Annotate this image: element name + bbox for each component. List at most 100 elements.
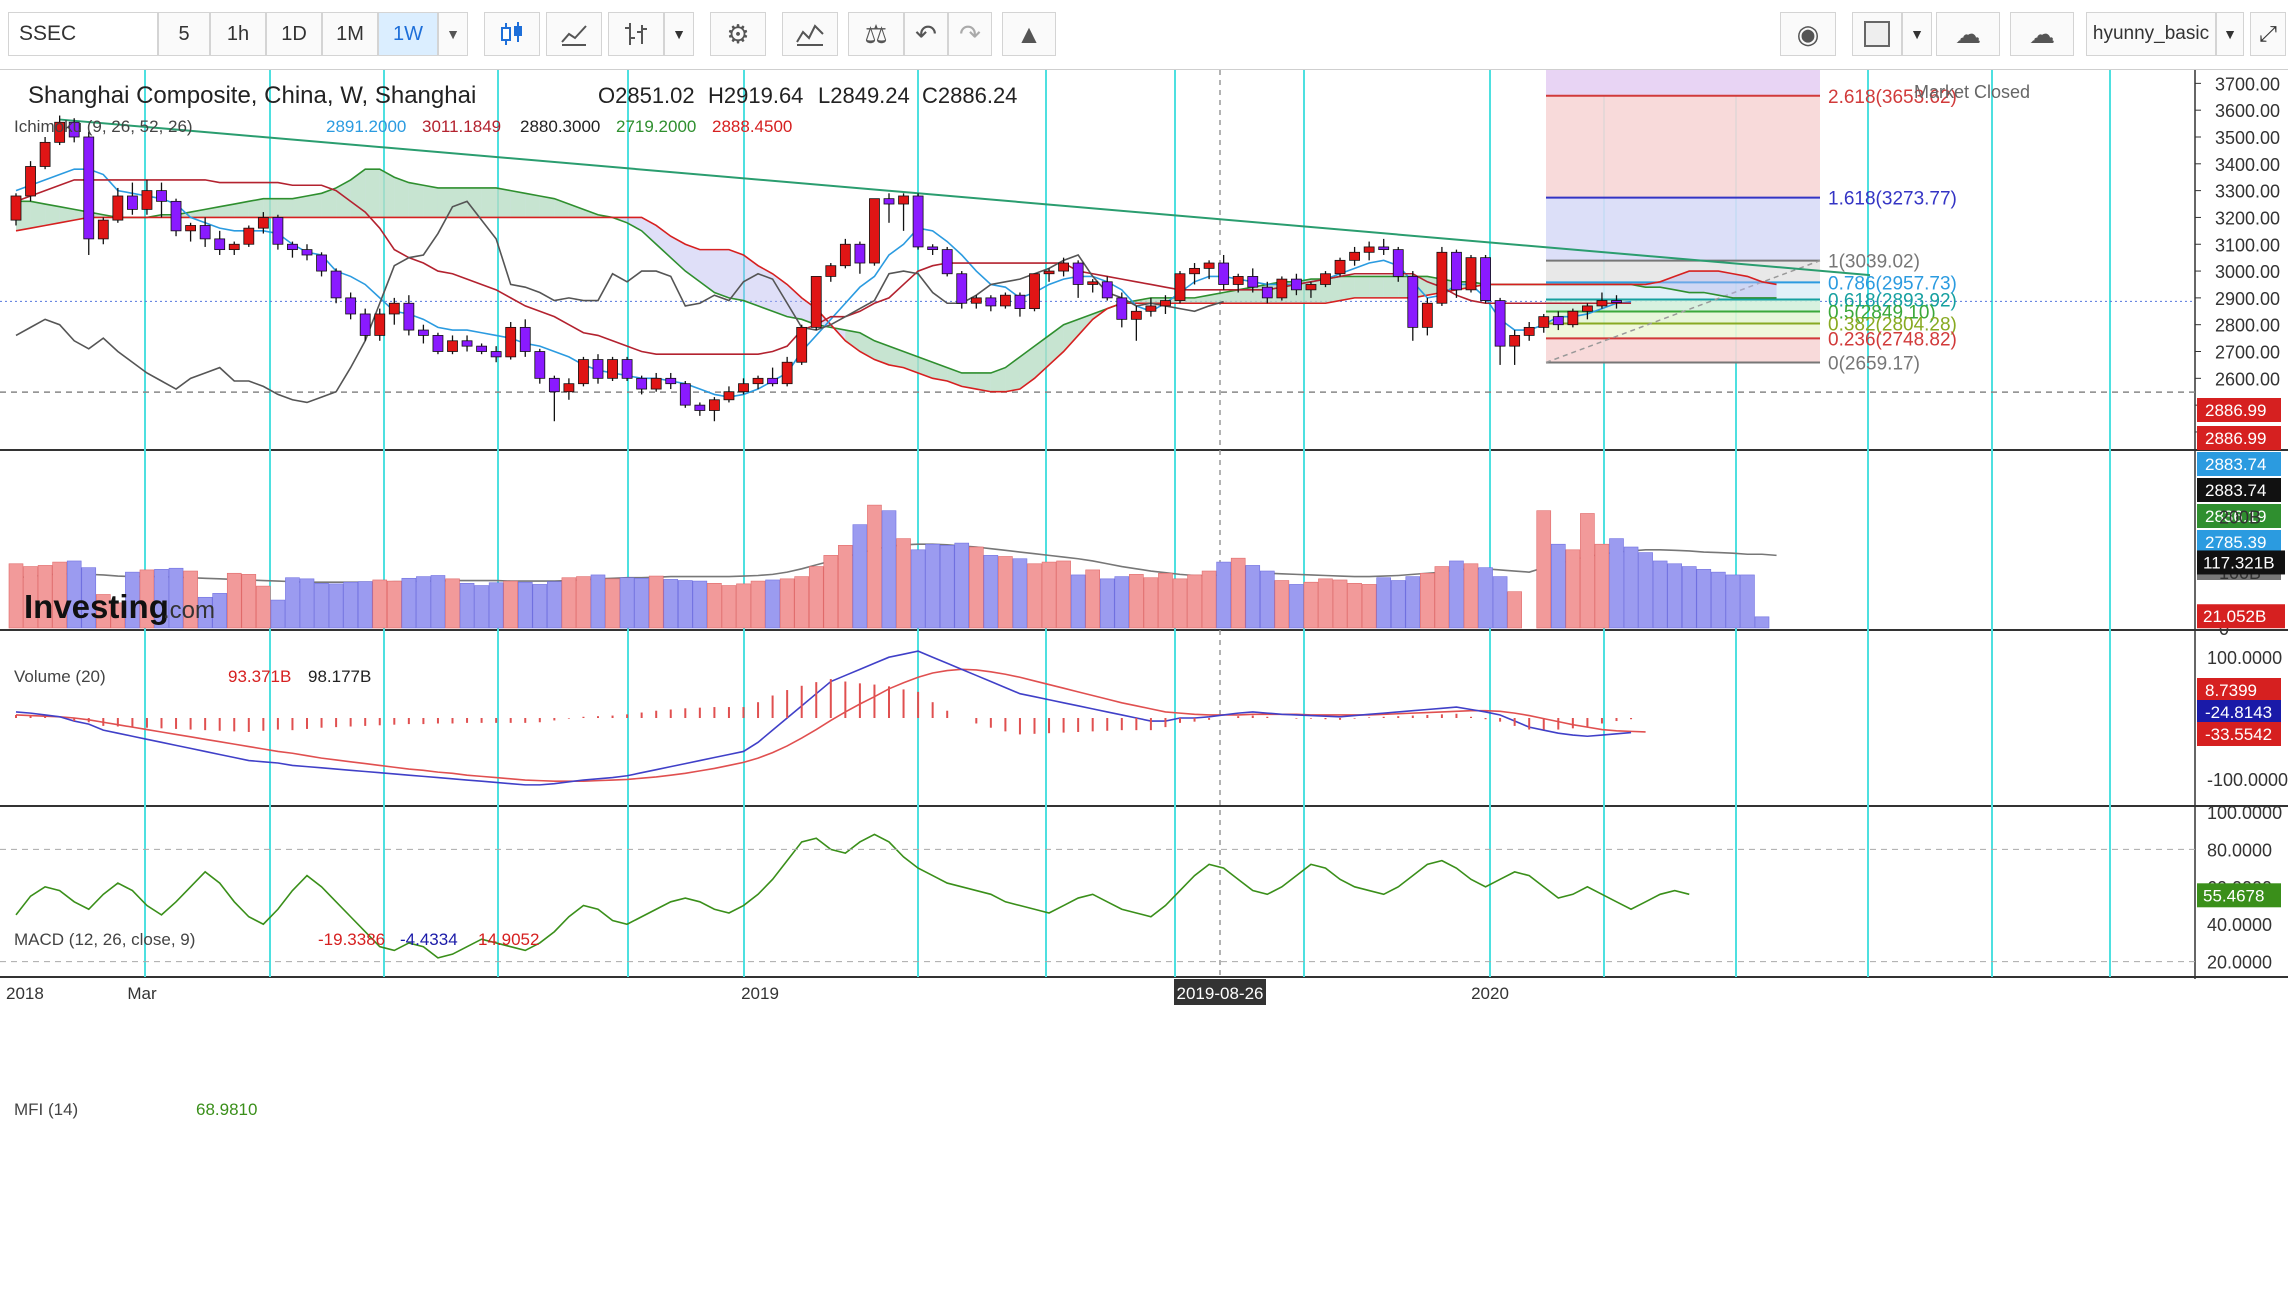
volume-bar: [1260, 570, 1275, 629]
candlestick-type-button[interactable]: [484, 12, 540, 56]
volume-legend: Volume (20) 93.371B 98.177B: [14, 667, 371, 686]
volume-bar: [1609, 538, 1624, 629]
volume-label[interactable]: Volume (20): [14, 667, 106, 686]
chart-area[interactable]: 2.618(3653.62) 1.618(3273.77) 1(3039.02) 0.…: [0, 70, 2288, 1309]
fib-level-label: 0(2659.17): [1828, 353, 1920, 374]
candle-body: [359, 313, 371, 336]
candle-body: [519, 326, 531, 352]
candle-body: [1160, 300, 1171, 307]
undo-icon: ↶: [915, 18, 937, 49]
price-label-text: 2886.99: [2205, 429, 2266, 448]
ichimoku-cloud-bull: [1063, 319, 1079, 352]
volume-bar: [1463, 563, 1479, 629]
layout-button[interactable]: [1852, 12, 1902, 56]
candle-body: [1232, 276, 1244, 285]
price-label-badge: [2197, 504, 2281, 528]
interval-5[interactable]: 5: [158, 12, 210, 56]
chart-canvas[interactable]: 2.618(3653.62)1.618(3273.77)1(3039.02)0.…: [0, 70, 2288, 1309]
x-axis-label: 2020: [1471, 984, 1509, 1003]
volume-bar: [386, 580, 402, 629]
mfi-label[interactable]: MFI (14): [14, 1100, 78, 1119]
candle-body: [476, 345, 488, 352]
undo-button[interactable]: ↶: [904, 12, 948, 56]
ichimoku-cloud-bull: [525, 193, 540, 218]
candle-body: [39, 141, 51, 167]
volume-label-badge: [2197, 550, 2285, 575]
candle-body: [127, 195, 138, 210]
volume-bar: [736, 583, 751, 629]
volume-tick-label: 0: [2219, 619, 2229, 639]
ichimoku-label[interactable]: Ichimoku (9, 26, 52, 26): [14, 117, 193, 136]
macd-label-text: 8.7399: [2205, 681, 2257, 700]
volume-bar: [1303, 581, 1319, 629]
screenshot-button[interactable]: ◉: [1780, 12, 1836, 56]
volume-bar: [1390, 580, 1406, 629]
candle-body: [1218, 262, 1230, 285]
volume-bar: [1361, 584, 1377, 629]
ichimoku-cloud-bull: [263, 198, 278, 218]
line-type-button[interactable]: [546, 12, 602, 56]
interval-1m[interactable]: 1M: [322, 12, 378, 56]
fullscreen-button[interactable]: ⤢: [2250, 12, 2286, 56]
chart-type-dropdown[interactable]: ▼: [664, 12, 694, 56]
volume-bar: [401, 577, 417, 629]
candle-body: [1378, 246, 1390, 251]
volume-bar: [503, 580, 519, 629]
candle-body: [1465, 257, 1477, 291]
candle-body: [257, 217, 269, 229]
candle-body: [1014, 294, 1026, 310]
symbol-input[interactable]: SSEC: [8, 12, 158, 56]
candle-body: [243, 227, 255, 245]
candle-body: [810, 276, 822, 328]
candle-body: [228, 243, 240, 251]
volume-bar: [910, 549, 926, 629]
volume-bar: [285, 577, 300, 629]
candle-body: [694, 404, 706, 411]
ichimoku-value-3: 2880.3000: [520, 117, 600, 136]
bar-type-button[interactable]: [608, 12, 664, 56]
candle-body: [1087, 281, 1099, 285]
volume-bar: [372, 579, 388, 629]
volume-bar: [1551, 543, 1566, 629]
indicators-button[interactable]: [782, 12, 838, 56]
user-menu-dropdown[interactable]: ▼: [2216, 12, 2244, 56]
interval-dropdown[interactable]: ▼: [438, 12, 468, 56]
volume-bar: [532, 584, 548, 629]
volume-bar: [881, 510, 897, 629]
macd-label-badge: [2197, 700, 2281, 724]
macd-legend: MACD (12, 26, close, 9) -19.3386 -4.4334…: [14, 930, 539, 949]
price-tick-label: 3200.00: [2215, 208, 2280, 228]
macd-label[interactable]: MACD (12, 26, close, 9): [14, 930, 195, 949]
ichimoku-value-4: 2719.2000: [616, 117, 696, 136]
settings-button[interactable]: ⚙: [710, 12, 766, 56]
candle-body: [199, 225, 211, 240]
interval-1h[interactable]: 1h: [210, 12, 266, 56]
chevron-down-icon: ▼: [446, 26, 460, 42]
ichimoku-cloud-bull: [219, 204, 235, 218]
interval-1w[interactable]: 1W: [378, 12, 438, 56]
interval-1d[interactable]: 1D: [266, 12, 322, 56]
volume-bar: [488, 582, 504, 629]
user-menu-button[interactable]: hyunny_basic: [2086, 12, 2216, 56]
volume-bar: [1681, 566, 1697, 629]
candle-body: [1320, 273, 1331, 285]
price-label-badge: [2197, 398, 2281, 422]
load-layout-button[interactable]: ☁: [1936, 12, 2000, 56]
save-layout-button[interactable]: ☁: [2010, 12, 2074, 56]
candle-body: [534, 351, 546, 379]
compare-button[interactable]: ⚖: [848, 12, 904, 56]
candle-body: [927, 246, 939, 251]
candle-body: [679, 383, 691, 406]
layout-dropdown[interactable]: ▼: [1902, 12, 1932, 56]
ichimoku-cloud-bull: [1340, 276, 1355, 301]
redo-button[interactable]: ↷: [948, 12, 992, 56]
fib-level-label: 0.786(2957.73): [1828, 273, 1957, 294]
alert-button[interactable]: ▲: [1002, 12, 1056, 56]
volume-bar: [517, 581, 533, 629]
price-label-text: 2883.74: [2205, 481, 2266, 500]
candle-body: [403, 302, 415, 331]
ichimoku-cloud-bull: [481, 187, 497, 218]
volume-bar: [212, 593, 227, 629]
candle-body: [1523, 326, 1535, 336]
candle-body: [709, 399, 720, 411]
